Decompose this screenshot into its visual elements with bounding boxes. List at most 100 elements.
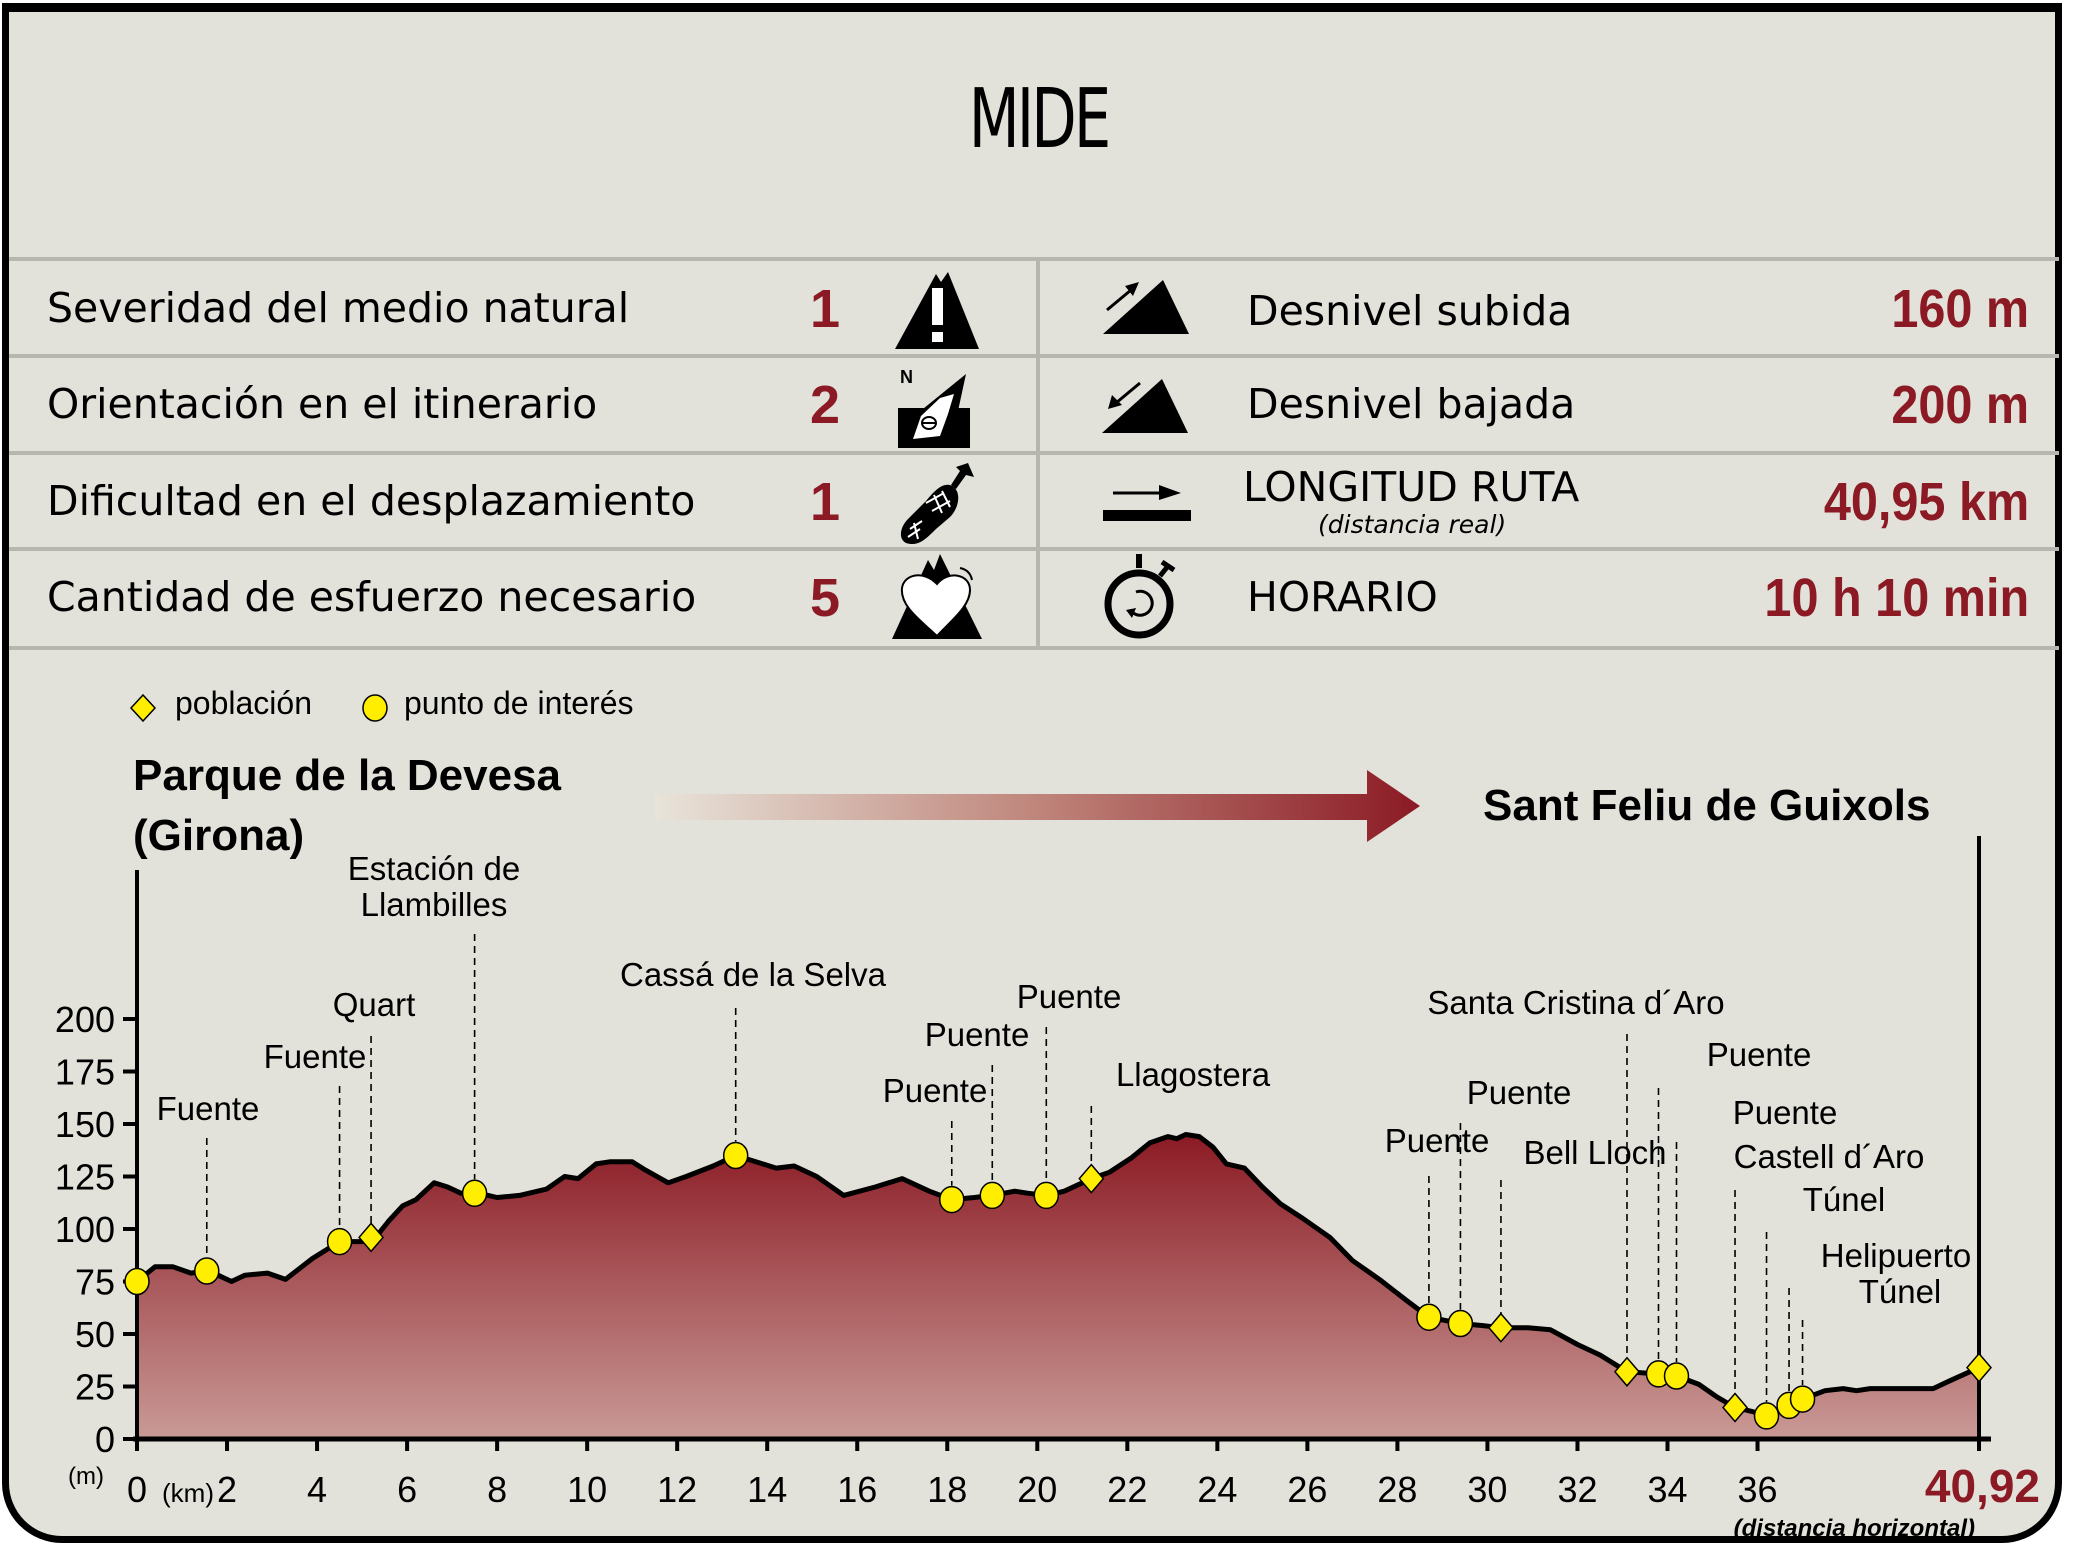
route-start: Parque de la Devesa (Girona)	[133, 746, 561, 866]
chart-markers	[124, 1141, 1992, 1430]
divider	[9, 257, 2059, 261]
svg-text:20: 20	[1017, 1469, 1057, 1510]
town-marker	[1966, 1352, 1992, 1383]
legend-poi-label: punto de interés	[404, 685, 634, 721]
town-marker	[1078, 1163, 1105, 1194]
svg-text:22: 22	[1107, 1469, 1147, 1510]
poi-marker	[124, 1267, 150, 1296]
annotation-label: Estación de	[348, 850, 520, 887]
stopwatch-icon	[1104, 554, 1176, 639]
annotation-label: Bell Lloch	[1523, 1134, 1666, 1171]
svg-text:25: 25	[75, 1367, 115, 1408]
annotation-label: Puente	[883, 1072, 988, 1109]
stat-label: LONGITUD RUTA	[1243, 463, 1580, 511]
annotation-label: Puente	[1017, 978, 1122, 1015]
direction-arrow-icon	[655, 770, 1420, 842]
svg-text:(distancia horizontal): (distancia horizontal)	[1734, 1515, 1975, 1542]
row-score: 5	[810, 568, 841, 628]
annotation-label: Cassá de la Selva	[620, 956, 887, 993]
annotation-label: Llambilles	[361, 886, 508, 923]
town-marker	[1722, 1392, 1749, 1423]
ascent-slope-icon	[1103, 280, 1189, 334]
legend-town-label: población	[175, 685, 312, 721]
boot-sole-icon	[900, 463, 974, 545]
svg-text:24: 24	[1197, 1469, 1237, 1510]
svg-text:(km): (km)	[162, 1478, 214, 1508]
svg-text:36: 36	[1738, 1469, 1778, 1510]
svg-text:26: 26	[1287, 1469, 1327, 1510]
svg-text:125: 125	[55, 1157, 115, 1198]
stat-value: 160 m	[1891, 279, 2029, 339]
svg-text:10: 10	[567, 1469, 607, 1510]
svg-text:8: 8	[487, 1469, 507, 1510]
annotation-label: Puente	[1385, 1122, 1490, 1159]
annotation-label: Túnel	[1803, 1181, 1886, 1218]
poi-marker	[979, 1181, 1006, 1210]
poi-marker	[1416, 1303, 1442, 1331]
stat-label: HORARIO	[1247, 573, 1438, 621]
svg-text:50: 50	[75, 1314, 115, 1355]
stat-value: 10 h 10 min	[1764, 568, 2029, 628]
poi-marker	[1753, 1402, 1780, 1430]
svg-text:18: 18	[927, 1469, 967, 1510]
stat-value: 40,95 km	[1823, 472, 2029, 532]
annotation-label: Puente	[1707, 1036, 1812, 1073]
row-score: 1	[810, 279, 841, 339]
route-end-name: Sant Feliu de Guixols	[1483, 781, 1931, 830]
svg-text:40,92: 40,92	[1925, 1460, 2040, 1512]
svg-text:4: 4	[307, 1469, 327, 1510]
profile-area	[135, 1132, 1981, 1439]
annotation-label: Puente	[1733, 1094, 1838, 1131]
leader-lines	[205, 934, 1804, 1402]
stat-label: Desnivel bajada	[1247, 380, 1576, 428]
poi-circle-icon	[362, 694, 388, 722]
stat-sublabel: (distancia real)	[1318, 510, 1507, 539]
svg-text:12: 12	[657, 1469, 697, 1510]
row-label: Cantidad de esfuerzo necesario	[47, 573, 697, 621]
annotation-label: Castell d´Aro	[1734, 1138, 1925, 1175]
heart-mountain-icon	[892, 554, 982, 639]
svg-text:14: 14	[747, 1469, 787, 1510]
svg-text:2: 2	[217, 1469, 237, 1510]
town-marker	[1487, 1312, 1514, 1343]
divider	[9, 646, 2059, 650]
poi-marker	[1663, 1362, 1690, 1390]
annotation-label: Santa Cristina d´Aro	[1427, 984, 1724, 1021]
town-marker	[358, 1222, 385, 1253]
annotation-label: Fuente	[264, 1038, 367, 1075]
town-marker	[1613, 1356, 1640, 1387]
route-start-name: Parque de la Devesa	[133, 751, 562, 800]
annotation-label: Quart	[333, 986, 416, 1023]
town-diamond-icon	[129, 693, 157, 723]
annotation-label: Túnel	[1859, 1273, 1942, 1310]
poi-marker	[1033, 1181, 1060, 1210]
poi-marker	[939, 1185, 965, 1214]
svg-text:175: 175	[55, 1052, 115, 1093]
descent-slope-icon	[1102, 379, 1188, 433]
poi-marker	[722, 1141, 749, 1170]
annotation-label: Puente	[1467, 1074, 1572, 1111]
svg-text:32: 32	[1557, 1469, 1597, 1510]
svg-text:16: 16	[837, 1469, 877, 1510]
svg-text:(m): (m)	[68, 1463, 104, 1490]
svg-text:150: 150	[55, 1104, 115, 1145]
annotation-label: Fuente	[157, 1090, 260, 1127]
annotation-label: Llagostera	[1116, 1056, 1271, 1093]
svg-text:30: 30	[1467, 1469, 1507, 1510]
poi-marker	[1789, 1385, 1816, 1413]
poi-marker	[1447, 1309, 1474, 1338]
compass-north-icon: N	[898, 367, 970, 448]
divider	[9, 451, 2059, 455]
route-start-region: (Girona)	[133, 811, 305, 860]
annotation-label: Puente	[925, 1016, 1030, 1053]
row-label: Orientación en el itinerario	[47, 380, 598, 428]
page-title: MIDE	[968, 72, 1111, 167]
divider	[1036, 260, 1040, 648]
distance-arrow-icon	[1103, 485, 1191, 521]
svg-text:N: N	[900, 367, 913, 387]
svg-text:28: 28	[1377, 1469, 1417, 1510]
svg-text:75: 75	[75, 1262, 115, 1303]
